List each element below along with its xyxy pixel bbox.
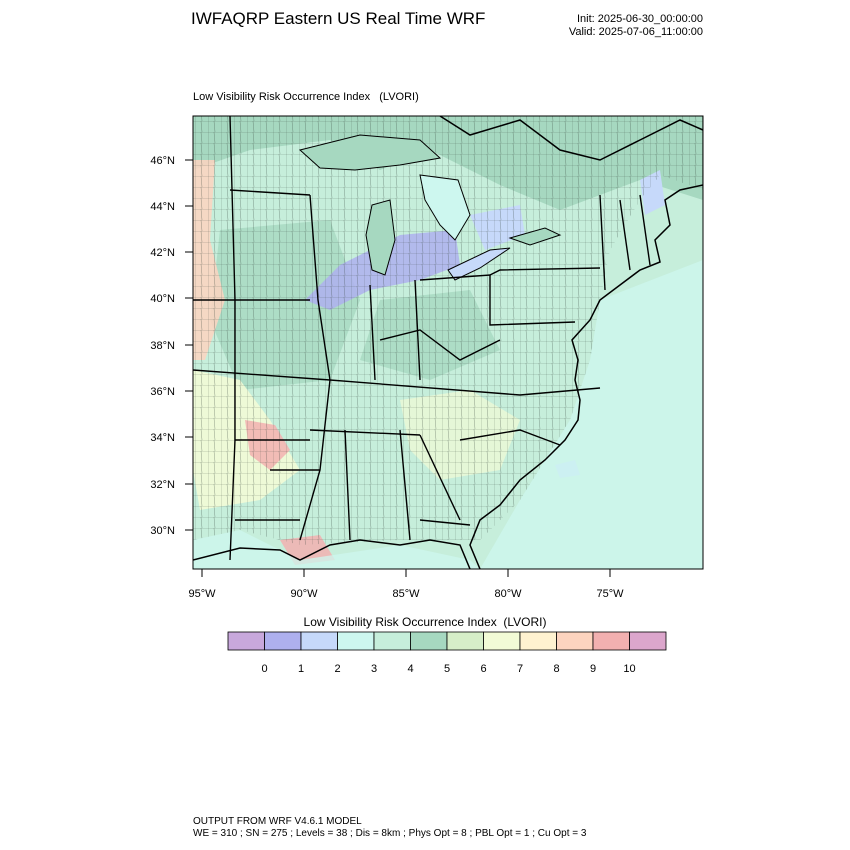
lon-label-95: 95°W [188, 588, 216, 600]
legend-tick-label: 0 [261, 663, 267, 675]
lat-label-38: 38°N [150, 340, 175, 352]
footer-model-line: OUTPUT FROM WRF V4.6.1 MODEL [193, 816, 362, 827]
legend-swatch [337, 631, 375, 651]
lon-tick-95: 95°W [188, 569, 216, 600]
lat-tick-40: 40°N [150, 293, 193, 305]
legend-tick-label: 5 [444, 663, 450, 675]
legend-swatch [556, 631, 594, 651]
legend-tick-label: 1 [298, 663, 304, 675]
lat-label-44: 44°N [150, 201, 175, 213]
legend-tick-label: 10 [623, 663, 635, 675]
field-gulf-of-mexico [193, 530, 480, 569]
legend-swatch [519, 631, 557, 651]
lat-tick-44: 44°N [150, 201, 193, 213]
legend-tick-label: 4 [407, 663, 413, 675]
legend-tick-label: 2 [334, 663, 340, 675]
lake-ontario [508, 227, 562, 246]
legend-swatch [264, 631, 302, 651]
legend-colorbar [227, 631, 667, 651]
legend-swatch [629, 631, 667, 651]
lat-label-42: 42°N [150, 247, 175, 259]
legend-tick-label: 7 [517, 663, 523, 675]
state-borders [193, 116, 651, 561]
lat-tick-30: 30°N [150, 525, 193, 537]
legend-labels: 0 1 2 3 4 5 6 7 8 9 10 [261, 663, 635, 675]
footer-config-line: WE = 310 ; SN = 275 ; Levels = 38 ; Dis … [193, 828, 587, 839]
map-subtitle: Low Visibility Risk Occurrence Index (LV… [193, 91, 419, 103]
lat-label-34: 34°N [150, 432, 175, 444]
lon-tick-75: 75°W [596, 569, 624, 600]
legend-swatch [373, 631, 411, 651]
page-title: IWFAQRP Eastern US Real Time WRF [191, 9, 486, 28]
valid-time: Valid: 2025-07-06_11:00:00 [568, 26, 703, 38]
county-boundaries [193, 116, 703, 545]
lon-label-85: 85°W [392, 588, 420, 600]
legend-swatch [410, 631, 448, 651]
lake-superior [298, 134, 442, 171]
lat-tick-42: 42°N [150, 247, 193, 259]
lake-michigan [365, 199, 396, 276]
legend-tick-label: 8 [553, 663, 559, 675]
lat-tick-32: 32°N [150, 479, 193, 491]
init-time: Init: 2025-06-30_00:00:00 [577, 13, 703, 25]
lon-tick-80: 80°W [494, 569, 522, 600]
map-frame [192, 115, 704, 570]
lat-tick-46: 46°N [150, 155, 193, 167]
legend-tick-label: 3 [371, 663, 377, 675]
lat-label-40: 40°N [150, 293, 175, 305]
lake-huron [419, 174, 471, 241]
lat-label-36: 36°N [150, 386, 175, 398]
legend-swatch [446, 631, 484, 651]
lake-erie [447, 247, 511, 281]
legend-tick-label: 6 [480, 663, 486, 675]
lat-tick-36: 36°N [150, 386, 193, 398]
latitude-axis: 46°N 44°N 42°N 40°N 38°N 36°N 34°N 32°N … [150, 155, 193, 537]
legend-swatch [227, 631, 265, 651]
lon-label-75: 75°W [596, 588, 624, 600]
lat-label-30: 30°N [150, 525, 175, 537]
legend-swatch [300, 631, 338, 651]
legend-title: Low Visibility Risk Occurrence Index (LV… [303, 615, 547, 629]
map-area [193, 116, 703, 569]
lon-tick-85: 85°W [392, 569, 420, 600]
legend-swatch [592, 631, 630, 651]
run-time-info: Init: 2025-06-30_00:00:00 Valid: 2025-07… [520, 13, 703, 39]
lat-tick-38: 38°N [150, 340, 193, 352]
longitude-axis: 95°W 90°W 85°W 80°W 75°W [188, 569, 624, 600]
lon-tick-90: 90°W [290, 569, 318, 600]
field-atlantic-ocean [480, 260, 703, 569]
legend-tick-label: 9 [590, 663, 596, 675]
lat-tick-34: 34°N [150, 432, 193, 444]
lat-label-32: 32°N [150, 479, 175, 491]
lat-label-46: 46°N [150, 155, 175, 167]
model-footer: OUTPUT FROM WRF V4.6.1 MODEL WE = 310 ; … [193, 816, 586, 840]
lon-label-90: 90°W [290, 588, 318, 600]
legend-swatch [483, 631, 521, 651]
coastlines [193, 116, 703, 569]
lon-label-80: 80°W [494, 588, 522, 600]
